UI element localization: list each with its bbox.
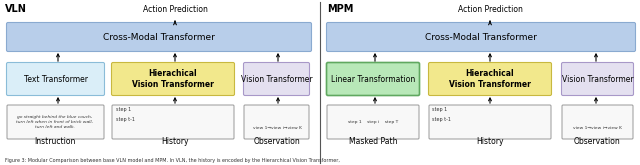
Text: Observation: Observation bbox=[253, 137, 300, 147]
FancyBboxPatch shape bbox=[326, 63, 419, 96]
FancyBboxPatch shape bbox=[562, 105, 633, 139]
Text: step 1: step 1 bbox=[432, 108, 447, 113]
FancyBboxPatch shape bbox=[112, 105, 234, 139]
FancyBboxPatch shape bbox=[429, 63, 552, 96]
Text: Hierachical
Vision Transformer: Hierachical Vision Transformer bbox=[132, 69, 214, 89]
Text: step 1    step i    step T: step 1 step i step T bbox=[348, 120, 398, 124]
Text: History: History bbox=[476, 137, 504, 147]
Text: Cross-Modal Transformer: Cross-Modal Transformer bbox=[425, 33, 537, 42]
Text: step 1: step 1 bbox=[116, 108, 131, 113]
Text: Instruction: Instruction bbox=[35, 137, 76, 147]
FancyBboxPatch shape bbox=[111, 63, 234, 96]
Text: Vision Transformer: Vision Transformer bbox=[562, 75, 634, 83]
Text: Action Prediction: Action Prediction bbox=[143, 5, 207, 14]
Text: Observation: Observation bbox=[573, 137, 620, 147]
Text: Figure 3: Modular Comparison between base VLN model and MPM. In VLN, the history: Figure 3: Modular Comparison between bas… bbox=[5, 158, 340, 163]
Text: Masked Path: Masked Path bbox=[349, 137, 397, 147]
FancyBboxPatch shape bbox=[7, 105, 104, 139]
Text: Vision Transformer: Vision Transformer bbox=[241, 75, 312, 83]
FancyBboxPatch shape bbox=[6, 22, 312, 51]
Text: History: History bbox=[161, 137, 189, 147]
Text: view 1→view i→view K: view 1→view i→view K bbox=[573, 126, 621, 130]
Text: VLN: VLN bbox=[5, 4, 27, 14]
Text: Action Prediction: Action Prediction bbox=[458, 5, 522, 14]
Text: step t-1: step t-1 bbox=[432, 117, 451, 122]
Text: Hierachical
Vision Transformer: Hierachical Vision Transformer bbox=[449, 69, 531, 89]
FancyBboxPatch shape bbox=[429, 105, 551, 139]
FancyBboxPatch shape bbox=[6, 63, 104, 96]
Text: view 1→view i→view K: view 1→view i→view K bbox=[253, 126, 301, 130]
FancyBboxPatch shape bbox=[243, 63, 310, 96]
Text: Text Transformer: Text Transformer bbox=[24, 75, 88, 83]
FancyBboxPatch shape bbox=[561, 63, 634, 96]
FancyBboxPatch shape bbox=[327, 105, 419, 139]
FancyBboxPatch shape bbox=[326, 22, 636, 51]
Text: Linear Transformation: Linear Transformation bbox=[331, 75, 415, 83]
Text: MPM: MPM bbox=[327, 4, 353, 14]
Text: go straight behind the blue couch,
turn left when in front of brick wall,
turn l: go straight behind the blue couch, turn … bbox=[17, 115, 93, 129]
FancyBboxPatch shape bbox=[244, 105, 309, 139]
Text: Cross-Modal Transformer: Cross-Modal Transformer bbox=[103, 33, 215, 42]
Text: step t-1: step t-1 bbox=[116, 117, 135, 122]
